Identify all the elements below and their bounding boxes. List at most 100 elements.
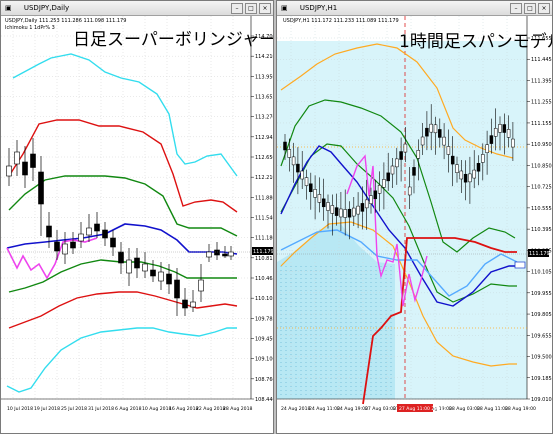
h1-candle-body — [356, 205, 360, 215]
daily-candle-body — [62, 243, 68, 255]
daily-chikou-span — [6, 237, 98, 280]
h1-candle-body — [472, 169, 476, 179]
h1-date-label: 24 Aug 19:00 — [337, 406, 368, 412]
h1-candle-body — [433, 124, 438, 134]
daily-price-label: 110.815 — [255, 256, 273, 262]
daily-bb-lower-3sigma — [6, 327, 237, 393]
h1-highlight-date-text: 27 Aug 11:00 2018 — [399, 406, 443, 412]
h1-band-lower-orange — [280, 221, 517, 367]
h1-current-price-text: 111.179 — [529, 251, 550, 257]
daily-price-label: 112.650 — [255, 155, 273, 161]
h1-candle-body — [420, 136, 425, 146]
daily-date-label: 22 Aug 2018 — [196, 406, 226, 412]
h1-symbol-line: USDJPY,H1 111.172 111.233 111.089 111.17… — [283, 18, 399, 24]
daily-candle-body — [46, 225, 52, 238]
h1-candle-body — [455, 164, 459, 173]
chart-window-icon: ▣ — [281, 4, 288, 12]
h1-band-lower-green — [280, 143, 517, 303]
maximize-icon[interactable]: □ — [245, 3, 257, 14]
h1-candle-body — [343, 209, 347, 218]
h1-price-marker-icon — [514, 261, 526, 269]
h1-candle-body — [313, 189, 317, 198]
daily-candle-body — [142, 263, 148, 272]
h1-base-line — [280, 145, 517, 307]
h1-candle-body — [399, 151, 403, 160]
daily-price-label: 112.945 — [255, 135, 273, 141]
daily-price-label: 114.700 — [255, 34, 273, 40]
h1-price-label: 111.395 — [531, 78, 552, 84]
h1-candle-body — [352, 207, 356, 217]
daily-price-label: 109.450 — [255, 337, 273, 343]
h1-candle-body — [334, 207, 339, 216]
daily-candle-body — [78, 233, 84, 242]
daily-chart-canvas[interactable]: 114.700 114.210 113.950 113.655 113.270 112.9… — [1, 16, 273, 433]
h1-chart-window[interactable]: ▣ USDJPY,H1 – □ × 111.655 111.445 111.395 1… — [276, 0, 553, 434]
h1-candle-body — [369, 195, 373, 204]
daily-candle-body — [30, 153, 36, 168]
h1-candle-body — [395, 158, 399, 168]
h1-price-label: 111.155 — [531, 121, 552, 127]
daily-candle-body — [14, 151, 20, 165]
daily-price-label: 109.100 — [255, 357, 273, 363]
h1-candle-body — [360, 203, 365, 212]
h1-chart-titlebar[interactable]: ▣ USDJPY,H1 – □ × — [277, 1, 552, 16]
daily-date-label: 10 Jul 2018 — [7, 406, 33, 412]
minimize-icon[interactable]: – — [510, 3, 522, 14]
h1-candle-body — [438, 129, 442, 138]
h1-candle-body — [412, 167, 416, 176]
daily-current-price-tag — [252, 247, 273, 255]
daily-current-price-text: 111.179 — [253, 249, 273, 255]
daily-candle-body — [126, 259, 132, 274]
close-icon[interactable]: × — [538, 3, 550, 14]
h1-candle-body — [377, 185, 382, 194]
h1-price-label: 110.725 — [531, 185, 552, 191]
h1-price-label: 110.950 — [531, 142, 552, 148]
h1-candle-body — [416, 150, 421, 159]
h1-price-label: 110.555 — [531, 206, 552, 212]
h1-candle-body — [459, 170, 464, 180]
h1-candle-body — [291, 156, 296, 166]
close-icon[interactable]: × — [259, 3, 271, 14]
daily-bb-upper-3sigma — [12, 53, 238, 177]
daily-date-label: 25 Jul 2018 — [61, 406, 87, 412]
h1-candle-body — [326, 202, 330, 211]
h1-candle-body — [287, 149, 292, 158]
daily-date-label: 6 Aug 2018 — [115, 406, 142, 412]
h1-price-label: 110.850 — [531, 163, 552, 169]
h1-span-b — [362, 237, 517, 405]
h1-date-label: 24 Aug 11:00 — [309, 406, 340, 412]
chart-window-icon: ▣ — [5, 4, 12, 12]
h1-candle-body — [502, 124, 507, 133]
h1-candle-body — [296, 163, 300, 173]
daily-price-label: 110.105 — [255, 296, 273, 302]
daily-candle-body — [190, 301, 196, 308]
h1-candle-body — [321, 198, 326, 208]
daily-chart-titlebar[interactable]: ▣ USDJPY,Daily – □ × — [1, 1, 273, 16]
daily-date-label: 10 Aug 2018 — [142, 406, 172, 412]
h1-candle-body — [403, 143, 408, 153]
daily-candle-body — [206, 251, 212, 258]
h1-price-label: 109.010 — [531, 397, 552, 403]
h1-date-label: 24 Aug 2018 — [281, 406, 311, 412]
h1-candle-body — [442, 136, 446, 146]
daily-candle-body — [110, 237, 116, 248]
daily-candle-body — [38, 171, 44, 205]
h1-candle-body — [506, 129, 511, 138]
h1-candle-body — [468, 173, 472, 183]
h1-price-label: 109.500 — [531, 355, 552, 361]
daily-candle-body — [6, 165, 12, 177]
daily-candle-body — [150, 269, 156, 277]
minimize-icon[interactable]: – — [231, 3, 243, 14]
h1-current-price-tag — [528, 249, 549, 257]
maximize-icon[interactable]: □ — [524, 3, 536, 14]
h1-candle-body — [481, 154, 485, 163]
h1-date-label: 27 Aug 03:00 — [365, 406, 396, 412]
h1-candle-body — [485, 144, 489, 153]
daily-price-label: 109.785 — [255, 316, 273, 322]
h1-date-label: 28 Aug 19:00 — [505, 406, 536, 412]
h1-chart-canvas[interactable]: 111.655 111.445 111.395 111.255 111.155 110.9… — [277, 16, 552, 433]
daily-candle-body — [158, 271, 164, 282]
daily-bb-middle — [6, 223, 238, 255]
h1-date-label: 28 Aug 03:00 — [449, 406, 480, 412]
daily-chart-window[interactable]: ▣ USDJPY,Daily – □ × 114.700 114.210 113.9… — [0, 0, 274, 434]
